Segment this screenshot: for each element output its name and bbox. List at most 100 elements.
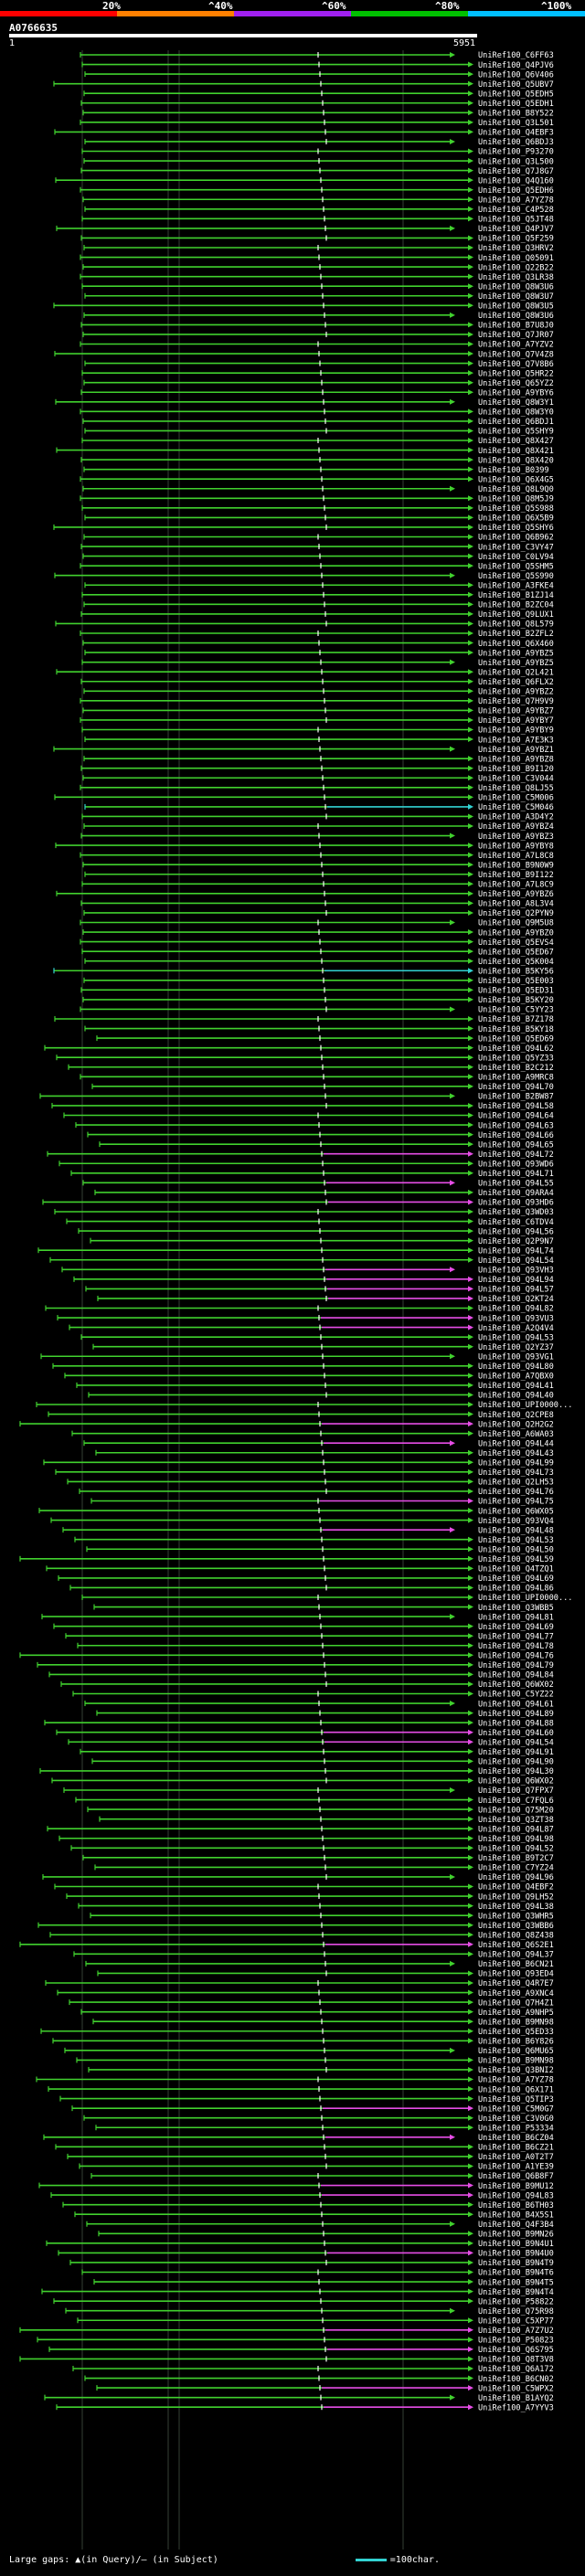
hit-label[interactable]: UniRef100_Q8W3Y1: [478, 398, 554, 408]
hit-label[interactable]: UniRef100_Q6X460: [478, 640, 554, 649]
hit-label[interactable]: UniRef100_Q8W3U6: [478, 282, 554, 292]
hit-label[interactable]: UniRef100_B7Z178: [478, 1015, 554, 1024]
hit-label[interactable]: UniRef100_A9YBZ5: [478, 649, 554, 658]
hit-label[interactable]: UniRef100_A7YZV2: [478, 341, 554, 350]
hit-label[interactable]: UniRef100_Q6S795: [478, 2346, 554, 2355]
hit-label[interactable]: UniRef100_Q94L77: [478, 1632, 554, 1641]
hit-label[interactable]: UniRef100_B5KY56: [478, 967, 554, 976]
hit-label[interactable]: UniRef100_Q9ARA4: [478, 1189, 554, 1198]
hit-label[interactable]: UniRef100_Q8X421: [478, 447, 554, 456]
hit-label[interactable]: UniRef100_B8Y522: [478, 110, 554, 119]
hit-label[interactable]: UniRef100_Q94L87: [478, 1825, 554, 1834]
hit-label[interactable]: UniRef100_Q7FPX7: [478, 1786, 554, 1796]
hit-label[interactable]: UniRef100_A9YBZ5: [478, 659, 554, 668]
hit-label[interactable]: UniRef100_Q94L79: [478, 1661, 554, 1670]
hit-label[interactable]: UniRef100_Q5ED31: [478, 987, 554, 996]
hit-label[interactable]: UniRef100_Q94L55: [478, 1180, 554, 1189]
hit-label[interactable]: UniRef100_B7U8J0: [478, 322, 554, 331]
hit-label[interactable]: UniRef100_B2BW87: [478, 1093, 554, 1102]
hit-label[interactable]: UniRef100_Q6X5B9: [478, 514, 554, 524]
hit-label[interactable]: UniRef100_Q8X427: [478, 437, 554, 446]
hit-label[interactable]: UniRef100_Q5S990: [478, 572, 554, 581]
hit-label[interactable]: UniRef100_B9N4T9: [478, 2259, 554, 2268]
hit-label[interactable]: UniRef100_Q94L71: [478, 1170, 554, 1179]
hit-label[interactable]: UniRef100_Q5EDH1: [478, 100, 554, 109]
hit-label[interactable]: UniRef100_Q8W3U7: [478, 292, 554, 302]
hit-label[interactable]: UniRef100_Q94L37: [478, 1951, 554, 1960]
hit-label[interactable]: UniRef100_B5KY18: [478, 1025, 554, 1034]
hit-label[interactable]: UniRef100_Q94L64: [478, 1112, 554, 1121]
hit-label[interactable]: UniRef100_Q93WD6: [478, 1160, 554, 1169]
hit-label[interactable]: UniRef100_B6CN02: [478, 2375, 554, 2384]
hit-label[interactable]: UniRef100_Q94L89: [478, 1710, 554, 1719]
hit-label[interactable]: UniRef100_Q3WBB5: [478, 1604, 554, 1613]
hit-label[interactable]: UniRef100_B9N0W9: [478, 861, 554, 870]
hit-label[interactable]: UniRef100_Q94L54: [478, 1738, 554, 1747]
hit-label[interactable]: UniRef100_Q7JR07: [478, 331, 554, 340]
hit-label[interactable]: UniRef100_Q93VU3: [478, 1314, 554, 1323]
hit-label[interactable]: UniRef100_Q5EVS4: [478, 938, 554, 948]
hit-label[interactable]: UniRef100_A9YBZ7: [478, 707, 554, 716]
hit-label[interactable]: UniRef100_A3D4Y2: [478, 813, 554, 822]
hit-label[interactable]: UniRef100_C5XP77: [478, 2316, 554, 2326]
hit-label[interactable]: UniRef100_Q9LH52: [478, 1892, 554, 1902]
hit-label[interactable]: UniRef100_P50823: [478, 2337, 554, 2346]
hit-label[interactable]: UniRef100_Q93VG1: [478, 1352, 554, 1362]
hit-label[interactable]: UniRef100_Q8L579: [478, 620, 554, 630]
hit-label[interactable]: UniRef100_Q7H9V9: [478, 697, 554, 706]
hit-label[interactable]: UniRef100_Q94L52: [478, 1845, 554, 1854]
hit-label[interactable]: UniRef100_Q8W3U5: [478, 302, 554, 312]
hit-label[interactable]: UniRef100_Q3HRV2: [478, 244, 554, 253]
hit-label[interactable]: UniRef100_A9YBY8: [478, 842, 554, 851]
hit-label[interactable]: UniRef100_Q94L56: [478, 1227, 554, 1236]
hit-label[interactable]: UniRef100_B9N4T5: [478, 2278, 554, 2287]
hit-label[interactable]: UniRef100_A7YZ78: [478, 196, 554, 205]
hit-label[interactable]: UniRef100_Q2CPE8: [478, 1411, 554, 1420]
hit-label[interactable]: UniRef100_Q7V4Z8: [478, 350, 554, 359]
hit-label[interactable]: UniRef100_Q7J8G7: [478, 167, 554, 176]
hit-label[interactable]: UniRef100_Q3WD03: [478, 1208, 554, 1217]
hit-label[interactable]: UniRef100_B4X5S1: [478, 2210, 554, 2220]
hit-label[interactable]: UniRef100_Q94L69: [478, 1574, 554, 1584]
hit-label[interactable]: UniRef100_B6Y826: [478, 2038, 554, 2047]
hit-label[interactable]: UniRef100_A2Q4V4: [478, 1324, 554, 1333]
hit-label[interactable]: UniRef100_C3VY47: [478, 543, 554, 552]
hit-label[interactable]: UniRef100_Q94L69: [478, 1623, 554, 1632]
hit-label[interactable]: UniRef100_Q3WBB6: [478, 1922, 554, 1931]
hit-label[interactable]: UniRef100_Q22B22: [478, 263, 554, 272]
hit-label[interactable]: UniRef100_Q5E003: [478, 977, 554, 986]
hit-label[interactable]: UniRef100_Q94L41: [478, 1382, 554, 1391]
hit-label[interactable]: UniRef100_Q4Q160: [478, 176, 554, 186]
hit-label[interactable]: UniRef100_Q6X4G5: [478, 475, 554, 484]
hit-label[interactable]: UniRef100_Q94L78: [478, 1642, 554, 1651]
hit-label[interactable]: UniRef100_Q6B8F7: [478, 2172, 554, 2181]
hit-label[interactable]: UniRef100_Q94L81: [478, 1613, 554, 1622]
hit-label[interactable]: UniRef100_Q8L9Q0: [478, 485, 554, 494]
hit-label[interactable]: UniRef100_B2ZFL2: [478, 630, 554, 639]
hit-label[interactable]: UniRef100_Q94L88: [478, 1719, 554, 1728]
hit-label[interactable]: UniRef100_Q5SHY6: [478, 524, 554, 533]
hit-label[interactable]: UniRef100_Q4TZQ1: [478, 1565, 554, 1574]
hit-label[interactable]: UniRef100_P58822: [478, 2297, 554, 2306]
hit-label[interactable]: UniRef100_Q65YZ2: [478, 379, 554, 388]
hit-label[interactable]: UniRef100_C4P528: [478, 206, 554, 215]
hit-label[interactable]: UniRef100_Q4PJV7: [478, 225, 554, 234]
hit-label[interactable]: UniRef100_Q05091: [478, 254, 554, 263]
hit-label[interactable]: UniRef100_Q5ED67: [478, 948, 554, 957]
hit-label[interactable]: UniRef100_A6WA03: [478, 1430, 554, 1439]
hit-label[interactable]: UniRef100_Q6BDJ3: [478, 138, 554, 147]
hit-label[interactable]: UniRef100_Q4EBF2: [478, 1883, 554, 1892]
hit-label[interactable]: UniRef100_Q2YZ37: [478, 1343, 554, 1352]
hit-label[interactable]: UniRef100_Q7V8B6: [478, 360, 554, 369]
hit-label[interactable]: UniRef100_B5KY20: [478, 996, 554, 1005]
hit-label[interactable]: UniRef100_A9YBZ3: [478, 832, 554, 842]
hit-label[interactable]: UniRef100_Q94L76: [478, 1652, 554, 1661]
hit-label[interactable]: UniRef100_A9NHP5: [478, 2009, 554, 2018]
hit-label[interactable]: UniRef100_Q94L98: [478, 1835, 554, 1844]
hit-label[interactable]: UniRef100_A7Z7U2: [478, 2327, 554, 2336]
hit-label[interactable]: UniRef100_A0T2T7: [478, 2153, 554, 2162]
hit-label[interactable]: UniRef100_Q4EBF3: [478, 129, 554, 138]
hit-label[interactable]: UniRef100_C5M006: [478, 794, 554, 803]
hit-label[interactable]: UniRef100_Q5YZ33: [478, 1054, 554, 1063]
hit-label[interactable]: UniRef100_Q94L75: [478, 1498, 554, 1507]
